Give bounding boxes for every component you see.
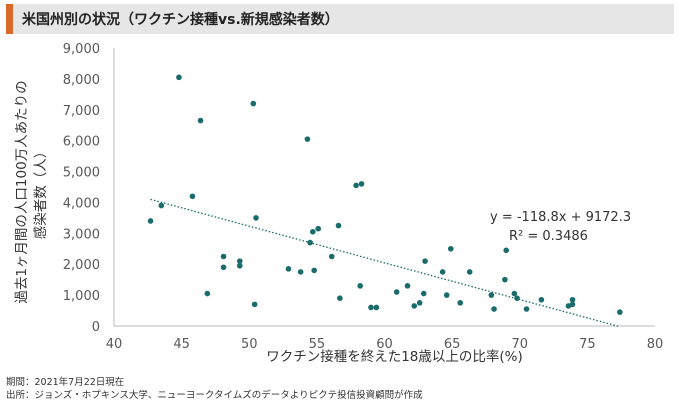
data-point: [466, 269, 473, 275]
data-point: [569, 296, 576, 303]
data-point: [502, 276, 508, 283]
data-point: [447, 245, 454, 252]
data-point: [514, 295, 520, 302]
y-tick-label: 0: [92, 320, 100, 335]
x-tick-label: 80: [647, 337, 664, 352]
footnotes: 期間：2021年7月22日現在 出所：ジョンズ・ホプキンス大学、ニューヨークタイ…: [6, 376, 423, 402]
trendline-equation: y = -118.8x + 9172.3: [490, 210, 631, 225]
data-point: [538, 296, 545, 303]
y-axis-label-line: 感染者数（人）: [32, 145, 49, 240]
y-tick-label: 6,000: [63, 135, 100, 150]
r-squared-label: R² = 0.3486: [509, 229, 588, 244]
data-point: [147, 218, 154, 224]
data-point: [443, 292, 450, 298]
data-point: [176, 74, 182, 81]
data-point: [236, 262, 243, 269]
axis-labels: ワクチン接種を終えた18歳以上の比率(%) 過去1ヶ月間の人口100万人あたりの感…: [14, 80, 523, 365]
title-accent: [6, 4, 13, 34]
trendline-group: y = -118.8x + 9172.3 R² = 0.3486: [150, 198, 631, 328]
data-point: [335, 222, 342, 229]
data-point: [304, 136, 311, 142]
data-point: [523, 306, 530, 312]
data-point: [353, 182, 359, 189]
data-point: [158, 202, 165, 209]
data-point: [307, 239, 313, 246]
trendline: [150, 198, 621, 328]
data-point: [457, 300, 464, 306]
data-point: [311, 267, 317, 274]
data-point: [220, 253, 227, 260]
data-point: [189, 193, 196, 200]
data-point: [251, 301, 258, 308]
x-tick-label: 50: [241, 337, 258, 352]
data-point: [357, 283, 363, 289]
data-point: [253, 215, 259, 221]
data-point: [285, 266, 292, 272]
y-tick-label: 9,000: [63, 42, 100, 57]
data-point: [488, 292, 495, 298]
y-tick-label: 1,000: [63, 289, 100, 304]
data-point: [617, 309, 623, 315]
y-tick-label: 8,000: [63, 73, 100, 88]
data-point: [328, 253, 335, 260]
data-point: [511, 290, 518, 297]
x-tick-label: 65: [444, 337, 461, 352]
data-point: [420, 290, 427, 297]
data-point: [411, 303, 418, 309]
data-point: [297, 269, 304, 275]
data-point: [416, 300, 423, 306]
y-tick-label: 7,000: [63, 104, 100, 119]
data-point: [491, 306, 497, 312]
x-tick-label: 55: [309, 337, 326, 352]
data-point: [220, 264, 227, 271]
data-point: [503, 247, 510, 254]
data-point: [439, 269, 446, 275]
data-points: [147, 74, 623, 315]
data-point: [422, 258, 428, 264]
data-point: [204, 290, 211, 297]
x-axis-label: ワクチン接種を終えた18歳以上の比率(%): [266, 348, 523, 365]
data-point: [404, 283, 411, 289]
data-point: [373, 304, 380, 311]
data-point: [368, 304, 374, 311]
data-point: [250, 100, 257, 107]
data-point: [569, 301, 576, 308]
y-tick-label: 2,000: [63, 258, 100, 273]
title-bar: 米国州別の状況（ワクチン接種vs.新規感染者数）: [6, 4, 674, 34]
y-axis-label-line: 過去1ヶ月間の人口100万人あたりの: [14, 80, 30, 303]
data-point: [310, 228, 316, 235]
x-tick-label: 45: [173, 337, 190, 352]
x-tick-label: 60: [376, 337, 393, 352]
x-tick-label: 70: [511, 337, 528, 352]
x-tick-labels: 40 45 50 55 60 65 70 75 80: [106, 337, 664, 352]
x-tick-label: 40: [106, 337, 123, 352]
x-tick-label: 75: [579, 337, 596, 352]
y-tick-label: 5,000: [63, 166, 100, 181]
source-note: 出所：ジョンズ・ホプキンス大学、ニューヨークタイムズのデータよりピクテ投信投資顧…: [6, 390, 423, 401]
period-note: 期間：2021年7月22日現在: [6, 377, 125, 388]
data-point: [337, 295, 343, 302]
y-tick-label: 4,000: [63, 196, 100, 211]
data-point: [358, 181, 365, 187]
y-tick-label: 3,000: [63, 227, 100, 242]
chart-title: 米国州別の状況（ワクチン接種vs.新規感染者数）: [22, 12, 339, 28]
y-tick-labels: 0 1,000 2,000 3,000 4,000 5,000 6,000 7,000 8,00…: [63, 42, 100, 335]
axes: [113, 48, 655, 327]
data-point: [315, 225, 322, 232]
data-point: [236, 258, 243, 264]
data-point: [393, 289, 400, 295]
data-point: [197, 117, 204, 124]
